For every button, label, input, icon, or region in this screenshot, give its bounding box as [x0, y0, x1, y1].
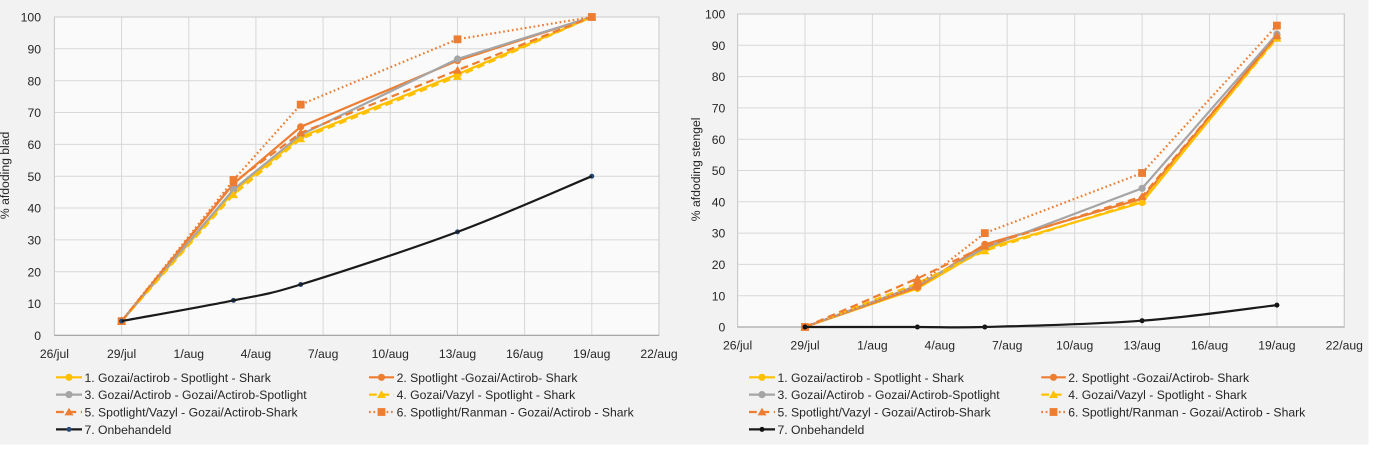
svg-text:60: 60: [27, 138, 41, 152]
svg-text:5. Spotlight/Vazyl - Gozai/Act: 5. Spotlight/Vazyl - Gozai/Actirob-Shark: [85, 406, 299, 420]
svg-text:6. Spotlight/Ranman - Gozai/Ac: 6. Spotlight/Ranman - Gozai/Actirob - Sh…: [1068, 406, 1306, 420]
svg-text:4. Gozai/Vazyl - Spotlight - S: 4. Gozai/Vazyl - Spotlight - Shark: [397, 388, 577, 402]
svg-text:4. Gozai/Vazyl - Spotlight - S: 4. Gozai/Vazyl - Spotlight - Shark: [1068, 388, 1248, 402]
svg-text:1/aug: 1/aug: [174, 347, 205, 361]
svg-text:13/aug: 13/aug: [1123, 338, 1160, 352]
svg-text:100: 100: [705, 8, 726, 22]
svg-text:16/aug: 16/aug: [1191, 338, 1228, 352]
svg-text:100: 100: [21, 11, 42, 25]
svg-text:7. Onbehandeld: 7. Onbehandeld: [85, 423, 172, 437]
svg-text:90: 90: [712, 39, 726, 53]
svg-text:10: 10: [27, 297, 41, 311]
svg-text:40: 40: [27, 202, 41, 216]
svg-text:50: 50: [27, 170, 41, 184]
svg-text:80: 80: [712, 70, 726, 84]
svg-text:90: 90: [27, 42, 41, 56]
svg-text:1. Gozai/actirob - Spotlight -: 1. Gozai/actirob - Spotlight - Shark: [85, 371, 272, 385]
svg-text:19/aug: 19/aug: [1258, 338, 1295, 352]
svg-text:20: 20: [712, 258, 726, 272]
svg-text:16/aug: 16/aug: [506, 347, 543, 361]
svg-text:7/aug: 7/aug: [992, 338, 1023, 352]
svg-text:10/aug: 10/aug: [372, 347, 409, 361]
svg-text:29/jul: 29/jul: [790, 338, 819, 352]
svg-text:7/aug: 7/aug: [308, 347, 339, 361]
svg-text:0: 0: [719, 321, 726, 335]
svg-text:29/jul: 29/jul: [107, 347, 136, 361]
svg-text:70: 70: [712, 102, 726, 116]
svg-text:80: 80: [27, 74, 41, 88]
svg-text:26/jul: 26/jul: [723, 338, 752, 352]
svg-text:22/aug: 22/aug: [640, 347, 677, 361]
svg-text:0: 0: [34, 329, 41, 343]
svg-text:30: 30: [712, 227, 726, 241]
svg-text:50: 50: [712, 164, 726, 178]
svg-text:10: 10: [712, 289, 726, 303]
svg-text:13/aug: 13/aug: [439, 347, 476, 361]
svg-text:40: 40: [712, 195, 726, 209]
svg-text:20: 20: [27, 265, 41, 279]
svg-text:7. Onbehandeld: 7. Onbehandeld: [778, 423, 865, 437]
svg-text:10/aug: 10/aug: [1056, 338, 1093, 352]
svg-text:2. Spotlight -Gozai/Actirob- S: 2. Spotlight -Gozai/Actirob- Shark: [1068, 371, 1250, 385]
svg-text:3. Gozai/Actirob - Gozai/Actir: 3. Gozai/Actirob - Gozai/Actirob-Spotlig…: [778, 388, 1001, 402]
svg-text:30: 30: [27, 234, 41, 248]
svg-text:4/aug: 4/aug: [241, 347, 272, 361]
svg-text:22/aug: 22/aug: [1326, 338, 1363, 352]
svg-text:5. Spotlight/Vazyl - Gozai/Act: 5. Spotlight/Vazyl - Gozai/Actirob-Shark: [778, 406, 992, 420]
svg-text:70: 70: [27, 106, 41, 120]
svg-text:4/aug: 4/aug: [925, 338, 956, 352]
svg-text:60: 60: [712, 133, 726, 147]
svg-text:1/aug: 1/aug: [857, 338, 888, 352]
svg-text:2. Spotlight -Gozai/Actirob- S: 2. Spotlight -Gozai/Actirob- Shark: [397, 371, 579, 385]
svg-text:19/aug: 19/aug: [573, 347, 610, 361]
svg-text:26/jul: 26/jul: [40, 347, 69, 361]
svg-text:3. Gozai/Actirob - Gozai/Actir: 3. Gozai/Actirob - Gozai/Actirob-Spotlig…: [85, 388, 308, 402]
svg-text:% afdoding blad: % afdoding blad: [0, 132, 12, 219]
svg-text:1. Gozai/actirob - Spotlight -: 1. Gozai/actirob - Spotlight - Shark: [778, 371, 965, 385]
svg-text:% afdoding stengel: % afdoding stengel: [689, 118, 703, 222]
svg-text:6. Spotlight/Ranman - Gozai/Ac: 6. Spotlight/Ranman - Gozai/Actirob - Sh…: [397, 406, 635, 420]
